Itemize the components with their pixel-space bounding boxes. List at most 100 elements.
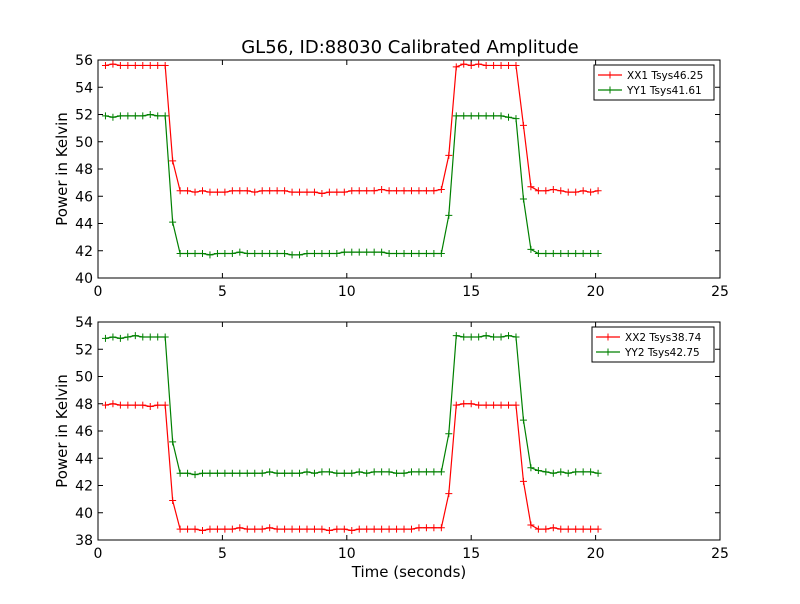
data-point (385, 525, 393, 533)
data-point (445, 211, 453, 219)
data-point (131, 332, 139, 340)
data-point (505, 61, 513, 69)
data-point (385, 249, 393, 257)
data-point (109, 400, 117, 408)
data-point (385, 187, 393, 195)
data-point (512, 61, 520, 69)
data-point (564, 469, 572, 477)
data-point (594, 525, 602, 533)
y-tick-label: 46 (75, 424, 93, 440)
data-point (587, 249, 595, 257)
data-point (243, 469, 251, 477)
data-point (169, 496, 177, 504)
data-point (363, 525, 371, 533)
data-point (415, 468, 423, 476)
data-point (318, 249, 326, 257)
data-point (124, 333, 132, 341)
data-point (266, 524, 274, 532)
data-point (579, 525, 587, 533)
y-tick-label: 54 (75, 80, 93, 96)
data-point (116, 61, 124, 69)
data-point (176, 525, 184, 533)
data-point (348, 248, 356, 256)
data-point (228, 525, 236, 533)
data-point (400, 249, 408, 257)
data-point (542, 187, 550, 195)
data-point (378, 468, 386, 476)
data-point (184, 249, 192, 257)
data-point (198, 249, 206, 257)
data-point (139, 61, 147, 69)
data-point (228, 249, 236, 257)
data-point (296, 251, 304, 259)
data-point (296, 525, 304, 533)
data-point (251, 525, 259, 533)
data-point (191, 249, 199, 257)
data-point (534, 187, 542, 195)
data-point (236, 524, 244, 532)
data-point (340, 469, 348, 477)
data-point (467, 400, 475, 408)
data-point (415, 187, 423, 195)
data-point (303, 525, 311, 533)
data-point (497, 61, 505, 69)
data-point (191, 188, 199, 196)
data-point (482, 112, 490, 120)
data-point (146, 61, 154, 69)
data-point (116, 334, 124, 342)
data-point (161, 61, 169, 69)
data-point (572, 188, 580, 196)
x-tick-label: 15 (462, 284, 480, 300)
data-point (452, 63, 460, 71)
data-point (422, 249, 430, 257)
data-point (109, 333, 117, 341)
data-point (251, 249, 259, 257)
data-point (430, 468, 438, 476)
data-point (393, 525, 401, 533)
x-tick-label: 25 (711, 284, 729, 300)
data-point (594, 469, 602, 477)
data-point (273, 469, 281, 477)
data-point (169, 157, 177, 165)
y-tick-label: 40 (75, 271, 93, 287)
data-point (594, 187, 602, 195)
data-point (564, 525, 572, 533)
data-point (579, 249, 587, 257)
data-point (288, 469, 296, 477)
data-point (527, 245, 535, 253)
data-point (363, 248, 371, 256)
data-point (281, 525, 289, 533)
data-point (281, 249, 289, 257)
data-point (228, 469, 236, 477)
data-point (527, 521, 535, 529)
data-point (393, 187, 401, 195)
y-tick-label: 42 (75, 244, 93, 260)
data-point (258, 469, 266, 477)
data-point (549, 249, 557, 257)
data-point (131, 112, 139, 120)
data-point (333, 469, 341, 477)
data-point (542, 468, 550, 476)
data-point (430, 524, 438, 532)
data-point (355, 525, 363, 533)
data-point (176, 187, 184, 195)
data-point (221, 469, 229, 477)
data-point (452, 112, 460, 120)
data-point (355, 187, 363, 195)
data-point (161, 112, 169, 120)
data-point (437, 524, 445, 532)
data-point (579, 468, 587, 476)
data-point (460, 112, 468, 120)
data-point (594, 249, 602, 257)
data-point (340, 525, 348, 533)
data-point (116, 112, 124, 120)
data-point (564, 249, 572, 257)
data-point (169, 438, 177, 446)
data-point (475, 112, 483, 120)
data-point (213, 469, 221, 477)
x-tick-label: 25 (711, 546, 729, 562)
legend-marker (606, 71, 614, 79)
data-point (236, 248, 244, 256)
data-point (400, 525, 408, 533)
